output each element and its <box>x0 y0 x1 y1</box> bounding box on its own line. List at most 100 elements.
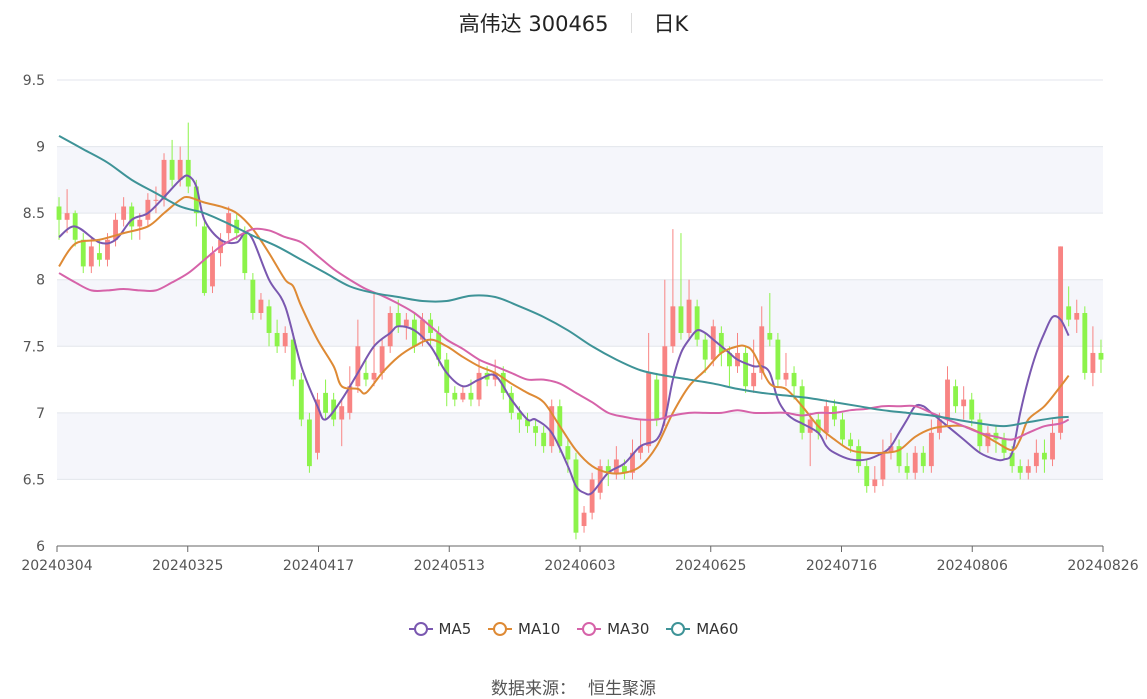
candle-body <box>210 253 215 287</box>
candle-body <box>113 219 118 240</box>
source-label: 数据来源： <box>491 679 576 699</box>
source-name: 恒生聚源 <box>588 679 656 699</box>
candle-body <box>920 452 926 467</box>
legend-label-ma5: MA5 <box>438 620 472 638</box>
candle-body <box>702 339 708 360</box>
candlestick-chart: 6 6.5 7 7.5 8 8.5 9 9.5 20240304 20240325 2024041… <box>21 73 1139 574</box>
legend-item-ma5[interactable]: MA5 <box>408 620 472 638</box>
header-divider <box>630 13 632 33</box>
candle-body <box>88 246 94 267</box>
candle-body <box>945 379 950 420</box>
candle-body <box>864 466 870 487</box>
candle-body <box>630 452 635 473</box>
grid-band <box>57 146 1103 214</box>
candle-body <box>420 319 425 340</box>
candle-body <box>452 392 458 400</box>
candle-body <box>775 339 781 380</box>
candle-body <box>339 406 345 420</box>
candle-body <box>985 432 991 447</box>
candle-body <box>961 399 967 407</box>
candle-body <box>1098 352 1104 360</box>
candle-body <box>856 446 862 467</box>
candle-body <box>460 392 466 400</box>
x-tick-label: 20240625 <box>675 558 746 574</box>
candle-body <box>395 313 401 327</box>
candle-body <box>1025 466 1031 473</box>
candle-body <box>727 352 732 367</box>
candle-body <box>565 446 571 460</box>
x-axis: 20240304 20240325 20240417 20240513 20240603… <box>21 546 1139 574</box>
candle-body <box>436 332 442 360</box>
candle-body <box>549 406 555 447</box>
candle-body <box>129 206 135 227</box>
candle-body <box>516 412 522 420</box>
series-line-ma60 <box>58 135 1069 428</box>
y-tick-label: 8.5 <box>23 206 45 222</box>
candle-body <box>177 159 183 180</box>
candle-body <box>266 306 272 333</box>
x-tick-label: 20240325 <box>152 558 223 574</box>
candle-body <box>1074 313 1080 320</box>
y-tick-label: 9.5 <box>23 73 45 89</box>
candle-body <box>638 446 644 453</box>
legend-item-ma60[interactable]: MA60 <box>666 620 738 638</box>
y-axis-ticks: 6 6.5 7 7.5 8 8.5 9 9.5 <box>23 73 45 555</box>
grid-bands <box>57 146 1103 480</box>
grid-band <box>57 279 1103 347</box>
candle-body <box>306 419 312 467</box>
legend: MA5 MA10 MA30 MA60 <box>0 620 1147 640</box>
candle-body <box>888 446 894 453</box>
candle-body <box>185 159 191 187</box>
candle-body <box>355 346 361 387</box>
candle-body <box>912 452 918 473</box>
candle-body <box>242 233 248 274</box>
candle-body <box>751 372 757 387</box>
legend-label-ma30: MA30 <box>607 620 650 638</box>
candle-body <box>105 239 110 260</box>
legend-marker-ma30 <box>577 622 602 636</box>
candle-body <box>654 379 660 420</box>
candle-body <box>500 372 506 393</box>
candle-body <box>783 372 789 380</box>
candle-body <box>379 346 385 373</box>
candle-body <box>718 332 724 353</box>
candle-body <box>541 432 547 447</box>
candle-body <box>953 386 959 407</box>
candle-body <box>969 399 975 420</box>
series-line-ma5 <box>58 174 1070 496</box>
candle-body <box>250 279 256 313</box>
candle-body <box>371 372 377 380</box>
x-tick-label: 20240806 <box>937 558 1008 574</box>
legend-item-ma30[interactable]: MA30 <box>577 620 649 638</box>
candle-body <box>872 479 878 487</box>
grid-lines <box>57 79 1103 547</box>
candle-body <box>1082 313 1088 373</box>
legend-marker-ma60 <box>666 622 691 636</box>
candle-body <box>282 332 288 347</box>
candle-body <box>686 299 692 333</box>
candle-body <box>274 332 280 347</box>
candle-body <box>169 159 175 180</box>
period-label[interactable]: 日K <box>653 12 689 36</box>
candle-body <box>121 206 127 220</box>
legend-label-ma10: MA10 <box>518 620 561 638</box>
legend-item-ma10[interactable]: MA10 <box>488 620 560 638</box>
y-tick-label: 9 <box>36 140 45 156</box>
candle-body <box>525 419 530 427</box>
candle-body <box>823 406 829 433</box>
x-tick-label: 20240417 <box>283 558 354 574</box>
candle-body <box>411 319 417 347</box>
candle-body <box>533 426 538 433</box>
candle-body <box>347 386 353 413</box>
candle-body <box>444 359 450 393</box>
x-tick-label: 20240826 <box>1067 558 1138 574</box>
candle-body <box>1090 352 1096 373</box>
candle-body <box>56 206 62 220</box>
y-tick-label: 6 <box>36 539 45 555</box>
candle-body <box>1050 432 1055 460</box>
y-tick-label: 7 <box>36 406 45 422</box>
candle-body <box>799 386 805 433</box>
candle-body <box>1042 452 1047 460</box>
data-source: 数据来源： 恒生聚源 <box>0 674 1147 699</box>
y-tick-label: 6.5 <box>23 472 45 488</box>
